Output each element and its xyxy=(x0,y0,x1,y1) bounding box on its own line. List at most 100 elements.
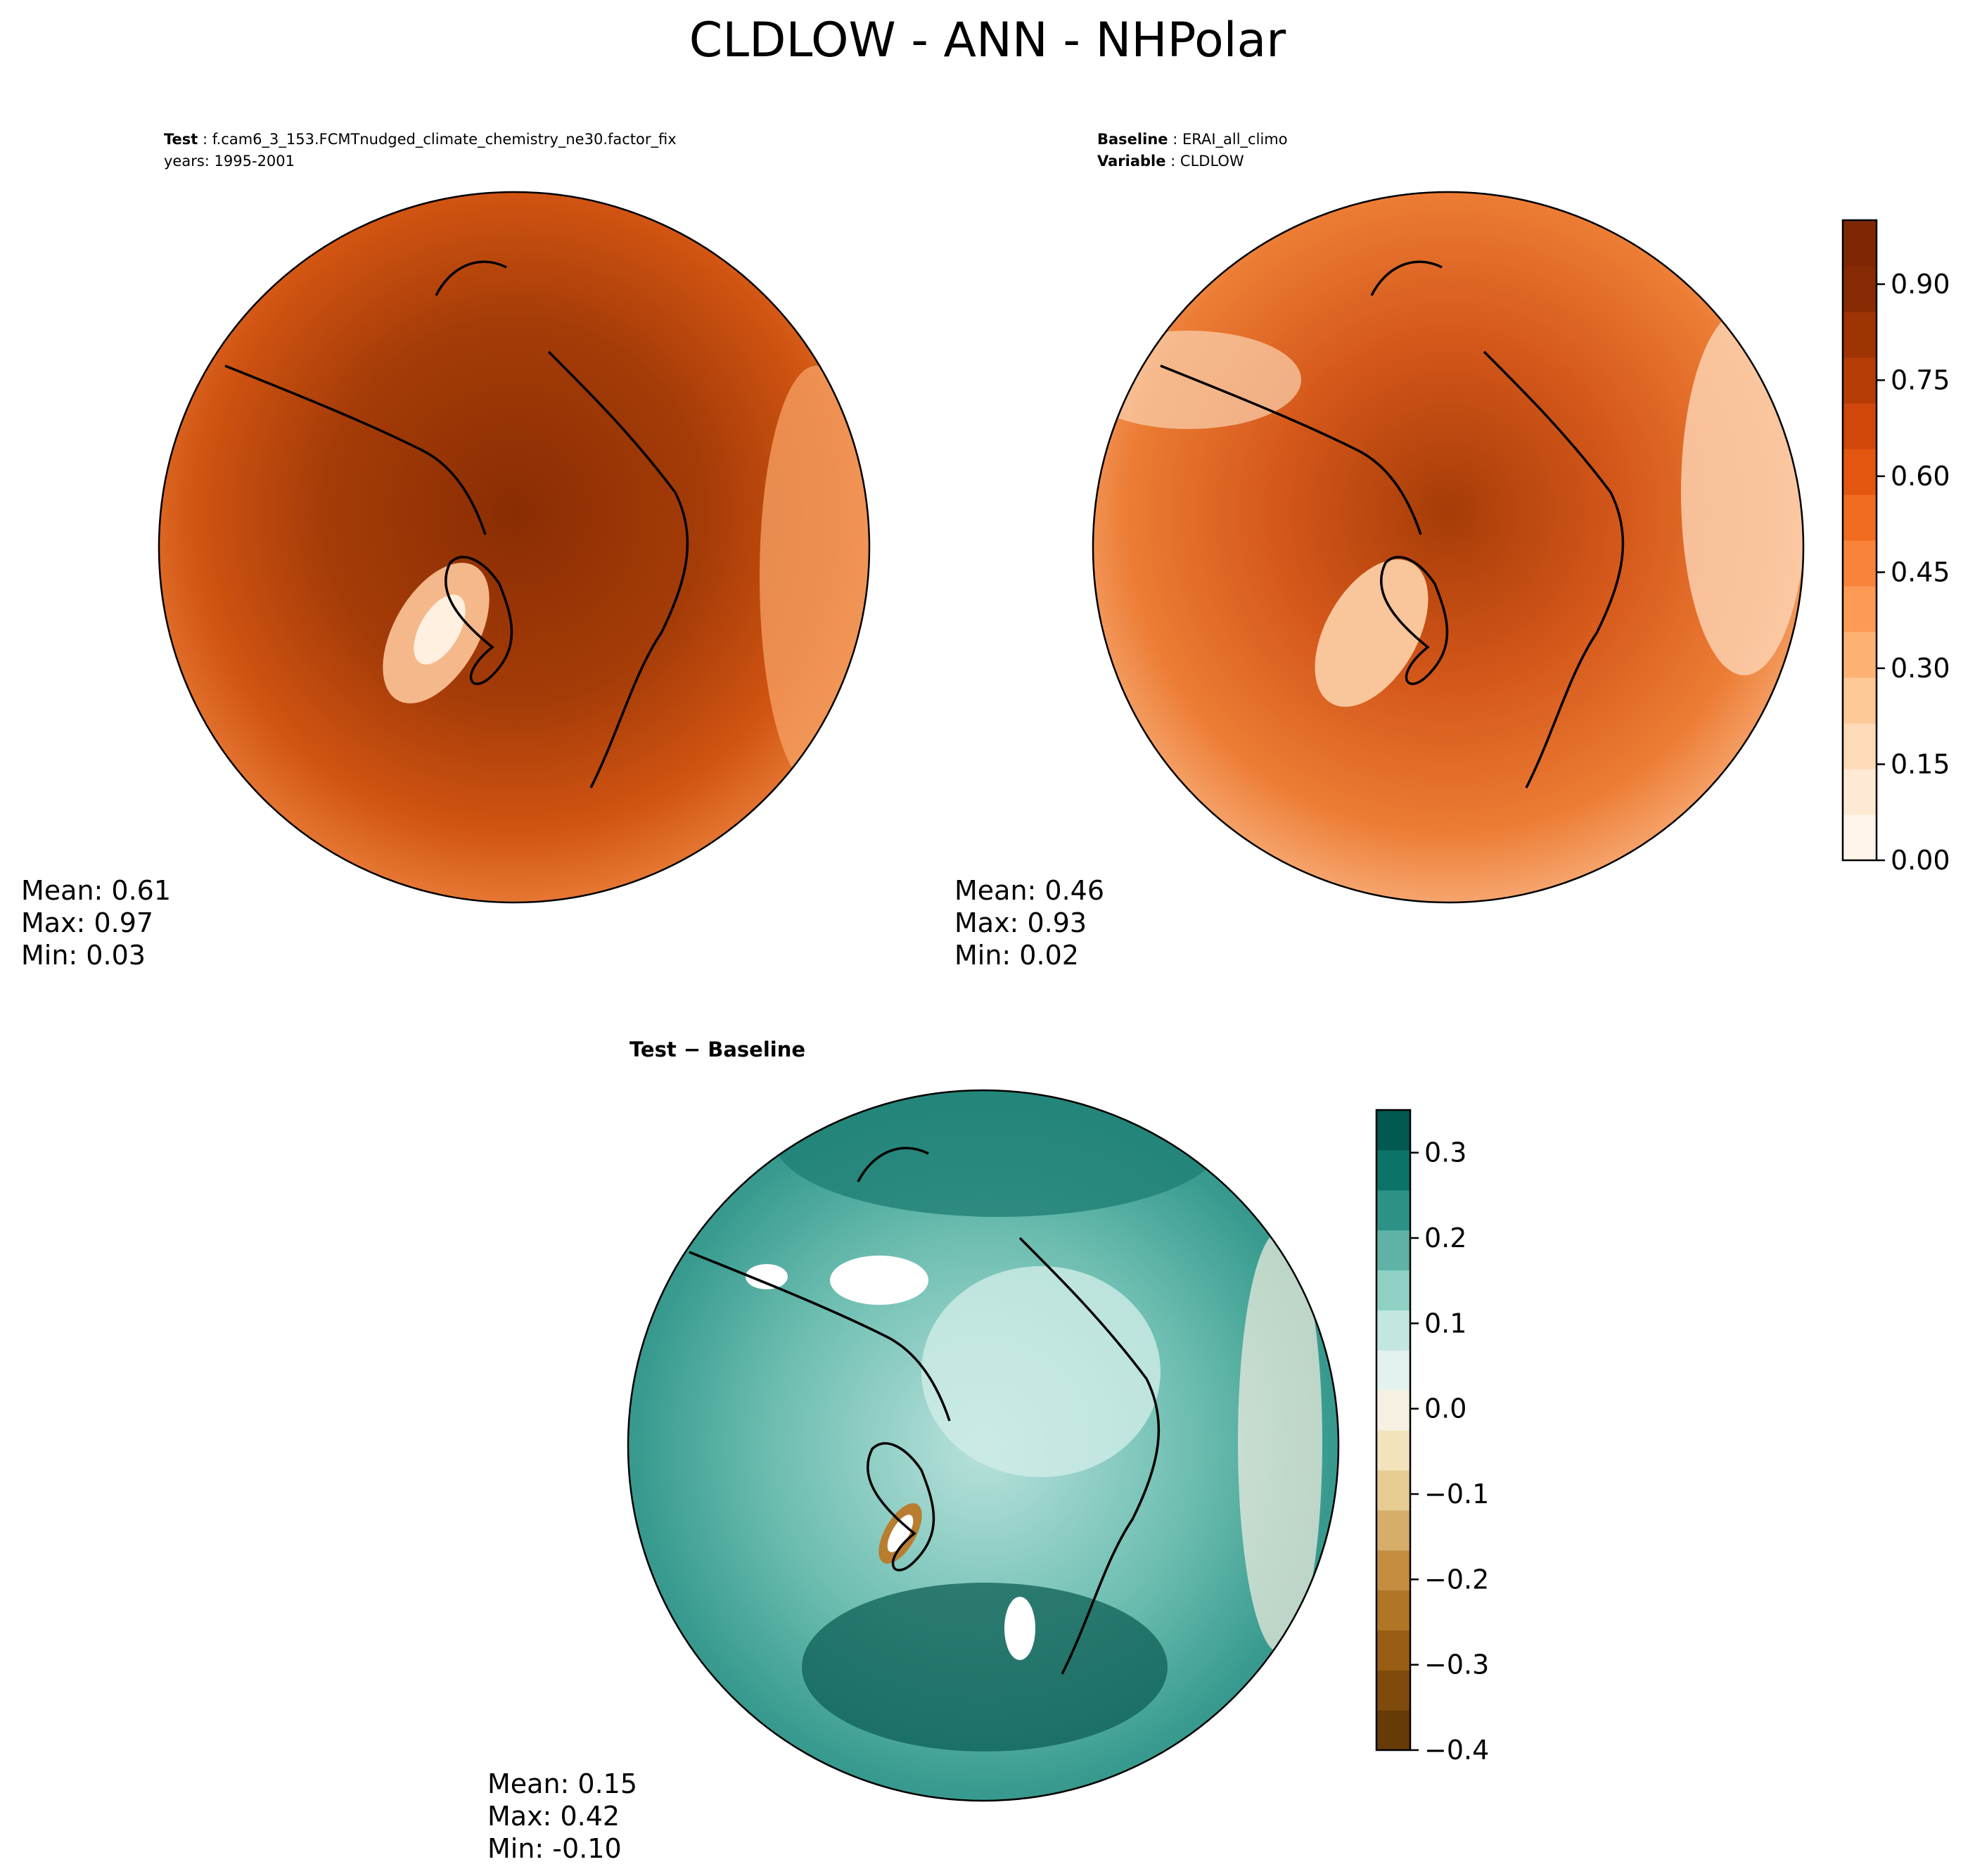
difference-colorbar-band xyxy=(1376,1550,1410,1591)
difference-colorbar-tick-label: 0.2 xyxy=(1424,1223,1466,1253)
baseline-panel: Baseline : ERAI_all_climo Variable : CLD… xyxy=(954,131,1950,971)
baseline-colorbar-band xyxy=(1843,723,1877,770)
baseline-pacific-low xyxy=(1681,310,1803,675)
difference-colorbar-band xyxy=(1376,1230,1410,1271)
difference-central-low xyxy=(921,1266,1161,1477)
difference-colorbar-band xyxy=(1376,1270,1410,1310)
test-coast-eurasia xyxy=(547,350,689,789)
difference-stat-max: Max: 0.42 xyxy=(487,1801,620,1832)
difference-masked-area-3 xyxy=(1004,1597,1035,1660)
baseline-colorbar-frame xyxy=(1841,219,1878,862)
baseline-colorbar-band xyxy=(1843,586,1877,632)
difference-stat-min: Min: -0.10 xyxy=(487,1833,622,1864)
baseline-colorbar-band xyxy=(1843,220,1877,267)
difference-colorbar-tick-label: 0.1 xyxy=(1424,1308,1466,1339)
difference-colorbar-band xyxy=(1376,1390,1410,1431)
baseline-title-value: ERAI_all_climo xyxy=(1182,131,1288,148)
baseline-coastlines xyxy=(1160,260,1625,789)
test-title-label: Test xyxy=(164,131,198,148)
baseline-colorbar-tick-label: 0.90 xyxy=(1891,269,1950,300)
baseline-map-frame xyxy=(1092,191,1805,904)
baseline-subtitle: Variable : CLDLOW xyxy=(1097,153,1244,170)
difference-coast-north-america xyxy=(689,1251,951,1422)
baseline-title-label: Baseline xyxy=(1097,131,1168,148)
test-panel: Test : f.cam6_3_153.FCMTnudged_climate_c… xyxy=(21,131,871,971)
difference-colorbar-frame xyxy=(1375,1109,1412,1751)
test-field xyxy=(159,192,869,902)
baseline-coast-north-america xyxy=(1160,364,1422,535)
test-pacific-edge xyxy=(760,366,869,788)
test-stat-max: Max: 0.97 xyxy=(21,907,153,938)
difference-coast-eurasia xyxy=(1018,1237,1161,1675)
difference-coast-islands xyxy=(857,1147,929,1182)
test-title-value: f.cam6_3_153.FCMTnudged_climate_chemistr… xyxy=(212,131,677,148)
baseline-colorbar-band xyxy=(1843,494,1877,541)
difference-coastlines xyxy=(689,1147,1161,1675)
test-subtitle: years: 1995-2001 xyxy=(164,153,295,170)
baseline-colorbar-band xyxy=(1843,632,1877,678)
baseline-subtitle-value: CLDLOW xyxy=(1180,153,1244,170)
difference-map xyxy=(628,1090,1338,1801)
baseline-colorbar-band xyxy=(1843,540,1877,587)
baseline-colorbar-tick-label: 0.15 xyxy=(1891,749,1950,780)
difference-colorbar-band xyxy=(1376,1670,1410,1711)
difference-colorbar-band xyxy=(1376,1310,1410,1351)
baseline-title-sep: : xyxy=(1168,131,1182,148)
baseline-colorbar-band xyxy=(1843,449,1877,495)
difference-colorbar-tick-label: −0.4 xyxy=(1424,1735,1489,1766)
test-coast-north-america xyxy=(224,364,487,535)
baseline-atlantic-low xyxy=(1093,331,1301,429)
baseline-stat-min: Min: 0.02 xyxy=(954,940,1079,971)
difference-colorbar-band xyxy=(1376,1510,1410,1551)
baseline-subtitle-label: Variable xyxy=(1097,153,1165,170)
baseline-colorbar-band xyxy=(1843,357,1877,404)
difference-greenland-core xyxy=(887,1514,914,1552)
difference-coast-greenland xyxy=(867,1442,935,1571)
difference-colorbar-band xyxy=(1376,1350,1410,1391)
difference-colorbar: −0.4 −0.3 −0.2 −0.1 0.0 0.1 0.2 0.3 xyxy=(1375,1109,1489,1766)
baseline-colorbar-tick-label: 0.75 xyxy=(1891,365,1950,396)
test-title: Test : f.cam6_3_153.FCMTnudged_climate_c… xyxy=(164,131,677,148)
difference-masked-area-2 xyxy=(746,1264,788,1289)
test-map xyxy=(159,192,869,902)
test-coastlines xyxy=(224,260,689,789)
test-stat-mean: Mean: 0.61 xyxy=(21,875,171,906)
baseline-coast-eurasia xyxy=(1483,350,1625,789)
baseline-greenland-low xyxy=(1315,559,1428,707)
baseline-colorbar-tick-label: 0.00 xyxy=(1891,845,1950,876)
difference-colorbar-band xyxy=(1376,1590,1410,1631)
difference-colorbar-tick-label: 0.0 xyxy=(1424,1393,1466,1424)
baseline-colorbar-band xyxy=(1843,815,1877,861)
baseline-stat-max: Max: 0.93 xyxy=(954,907,1087,938)
test-coast-greenland xyxy=(445,556,513,685)
difference-edge-neutral xyxy=(1238,1231,1322,1653)
difference-masked-area-1 xyxy=(830,1256,928,1305)
baseline-colorbar-tick-label: 0.45 xyxy=(1891,557,1950,588)
baseline-coast-greenland xyxy=(1380,556,1449,685)
baseline-colorbar-tick-label: 0.30 xyxy=(1891,653,1950,684)
difference-south-high xyxy=(802,1583,1168,1751)
difference-colorbar-band xyxy=(1376,1710,1410,1751)
baseline-colorbar-band xyxy=(1843,266,1877,312)
difference-title: Test − Baseline xyxy=(629,1038,805,1061)
difference-colorbar-band xyxy=(1376,1469,1410,1511)
baseline-colorbar: 0.00 0.15 0.30 0.45 0.60 0.75 0.90 xyxy=(1841,219,1950,876)
difference-colorbar-band xyxy=(1376,1149,1410,1191)
baseline-colorbar-band xyxy=(1843,312,1877,358)
baseline-colorbar-tick-label: 0.60 xyxy=(1891,461,1950,492)
difference-colorbar-band xyxy=(1376,1630,1410,1671)
test-greenland-min xyxy=(414,594,466,665)
difference-colorbar-tick-label: −0.3 xyxy=(1424,1650,1489,1680)
difference-colorbar-tick-label: −0.1 xyxy=(1424,1479,1489,1510)
baseline-colorbar-band xyxy=(1843,403,1877,449)
difference-colorbar-band xyxy=(1376,1110,1410,1151)
test-stat-min: Min: 0.03 xyxy=(21,940,146,971)
difference-colorbar-tick-label: −0.2 xyxy=(1424,1564,1489,1595)
difference-map-frame xyxy=(627,1089,1340,1802)
difference-colorbar-band xyxy=(1376,1430,1410,1471)
baseline-colorbar-band xyxy=(1843,677,1877,724)
baseline-coast-islands xyxy=(1370,260,1443,296)
test-coast-islands xyxy=(435,260,507,296)
baseline-subtitle-sep: : xyxy=(1165,153,1180,170)
